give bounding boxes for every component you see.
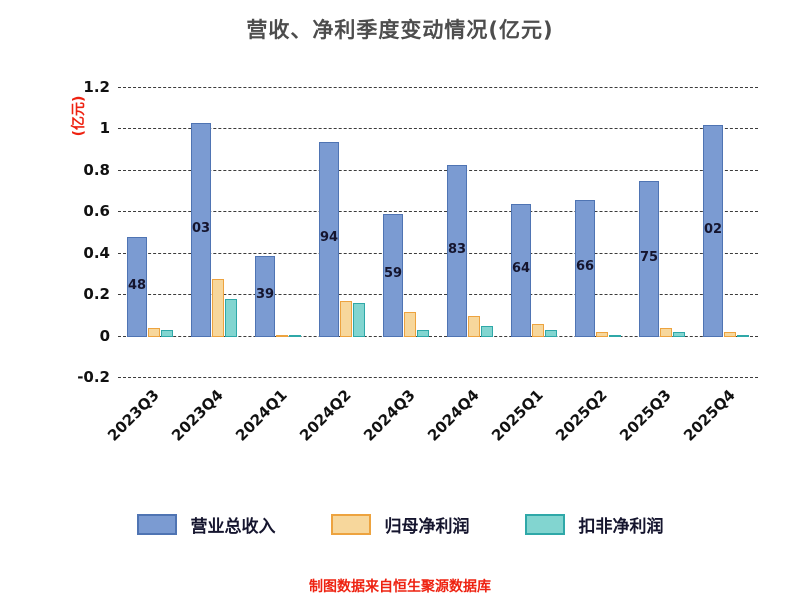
- revenue-bar: [127, 237, 147, 337]
- deducted-profit-bar: [161, 330, 173, 337]
- revenue-bar: [639, 181, 659, 337]
- legend-swatch: [330, 514, 371, 535]
- revenue-bar: [255, 255, 275, 337]
- net-profit-bar: [212, 278, 224, 337]
- net-profit-bar: [468, 315, 480, 337]
- y-tick-label: 1.2: [83, 78, 110, 96]
- revenue-bar: [383, 214, 403, 337]
- gridline: [118, 335, 758, 337]
- bar-value-label: 59: [383, 266, 403, 282]
- deducted-profit-bar: [417, 330, 429, 337]
- net-profit-bar: [148, 328, 160, 337]
- gridline: [118, 294, 758, 296]
- revenue-bar: [191, 123, 211, 337]
- net-profit-bar: [340, 301, 352, 337]
- deducted-profit-bar: [481, 326, 493, 337]
- bar-value-label: 94: [319, 230, 339, 246]
- deducted-profit-bar: [289, 334, 301, 337]
- deducted-profit-bar: [673, 332, 685, 337]
- legend-swatch: [136, 514, 177, 535]
- y-tick-label: 0: [99, 326, 110, 345]
- bar-value-label: 75: [639, 249, 659, 265]
- deducted-profit-bar: [609, 334, 621, 337]
- gridline: [118, 377, 758, 378]
- deducted-profit-bar: [353, 303, 365, 337]
- legend: 营业总收入 归母净利润 扣非净利润: [0, 512, 800, 537]
- bar-value-label: 66: [575, 259, 595, 275]
- revenue-bar: [319, 141, 339, 337]
- net-profit-bar: [276, 334, 288, 337]
- revenue-bar: [511, 204, 531, 337]
- deducted-profit-bar: [737, 334, 749, 337]
- deducted-profit-bar: [225, 299, 237, 337]
- y-tick-label: 0.6: [83, 202, 110, 221]
- gridline: [118, 169, 758, 171]
- bar-value-label: 02: [703, 221, 723, 237]
- legend-swatch: [524, 514, 565, 535]
- gridline: [118, 87, 758, 88]
- bar-value-label: 03: [191, 220, 211, 236]
- chart-title: 营收、净利季度变动情况(亿元): [246, 18, 554, 42]
- source-note: 制图数据来自恒生聚源数据库: [309, 579, 491, 595]
- bar-value-label: 39: [255, 287, 275, 303]
- y-tick-label: 0.8: [83, 160, 110, 179]
- net-profit-bar: [660, 328, 672, 337]
- revenue-bar: [575, 199, 595, 337]
- revenue-bar: [447, 164, 467, 337]
- legend-item-1: 营业总收入: [136, 512, 276, 537]
- net-profit-bar: [532, 324, 544, 337]
- bar-value-label: 64: [511, 261, 531, 277]
- gridline: [118, 211, 758, 213]
- y-tick-label: -0.2: [77, 368, 110, 386]
- y-tick-label: 1: [99, 119, 110, 138]
- legend-item-3: 扣非净利润: [524, 512, 664, 537]
- legend-label: 归母净利润: [384, 517, 470, 537]
- net-profit-bar: [404, 311, 416, 337]
- bar-value-label: 48: [127, 277, 147, 293]
- legend-label: 扣非净利润: [578, 517, 664, 537]
- deducted-profit-bar: [545, 330, 557, 337]
- gridline: [118, 128, 758, 130]
- bar-value-label: 83: [447, 241, 467, 257]
- net-profit-bar: [724, 332, 736, 337]
- net-profit-bar: [596, 332, 608, 337]
- revenue-bar: [703, 125, 723, 337]
- gridline: [118, 252, 758, 254]
- legend-label: 营业总收入: [190, 517, 276, 537]
- y-tick-label: 0.2: [83, 285, 110, 304]
- legend-item-2: 归母净利润: [330, 512, 470, 537]
- plot-area: 1.2 1 0.8 0.6 0.4 0.2 0 -0.2 48 2023Q3 03 2023Q4 39 2…: [77, 78, 758, 445]
- y-tick-label: 0.4: [83, 243, 110, 262]
